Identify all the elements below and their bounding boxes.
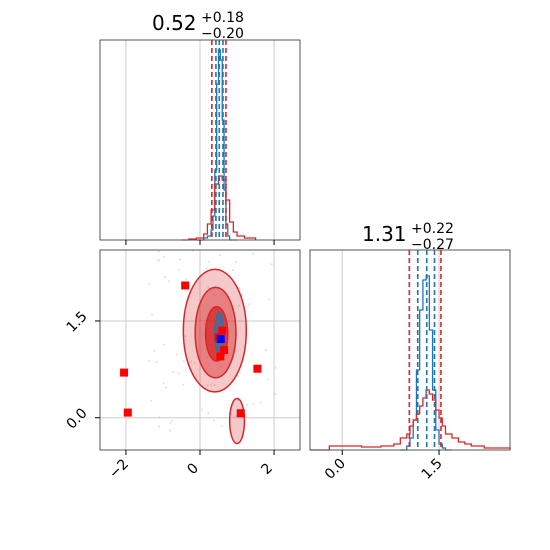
- bl-sample-point-7: [213, 384, 216, 387]
- bl-sample-point-38: [270, 263, 273, 266]
- bl-sample-point-25: [248, 303, 251, 306]
- bl-sample-point-67: [200, 408, 203, 411]
- bl-sample-point-62: [155, 360, 158, 363]
- bl-sample-point-77: [151, 313, 154, 316]
- title-param-1: 0.52 +0.18 −0.20: [152, 10, 244, 42]
- bl-marker-red-0: [181, 281, 190, 290]
- bl-sample-point-85: [265, 349, 268, 352]
- bl-ytick-label-0: 0.0: [64, 405, 91, 432]
- bl-sample-point-87: [252, 252, 255, 255]
- bl-sample-point-51: [266, 378, 269, 381]
- bl-sample-point-59: [259, 401, 262, 404]
- bl-sample-point-50: [163, 276, 166, 279]
- bl-xtick-label-2: 2: [258, 460, 276, 478]
- bl-sample-point-41: [190, 360, 193, 363]
- bl-sample-point-48: [207, 260, 210, 263]
- hist-panel-param-2: 0.0 1.5: [309, 249, 511, 483]
- bl-sample-point-74: [157, 259, 160, 262]
- bl-sample-point-60: [213, 419, 216, 422]
- bl-contour-red-tail-4: [228, 397, 246, 445]
- bl-sample-point-23: [209, 383, 212, 386]
- br-xtick-label-1: 1.5: [419, 456, 446, 483]
- title-1-sub: −0.20: [201, 26, 244, 42]
- bl-sample-point-32: [205, 267, 208, 270]
- bl-xtick-label-1: 0: [184, 460, 202, 478]
- bl-sample-point-6: [234, 414, 237, 417]
- bl-sample-point-52: [150, 399, 153, 402]
- bl-sample-point-63: [177, 372, 180, 375]
- bl-sample-point-43: [238, 286, 241, 289]
- bl-sample-point-8: [236, 399, 239, 402]
- contour-panel: −2 0 2 0.0 1.5: [64, 249, 301, 482]
- title-1-main: 0.52: [152, 11, 197, 35]
- bl-sample-point-5: [185, 278, 188, 281]
- bl-marker-red-8: [218, 326, 227, 335]
- bl-marker-red-1: [120, 368, 129, 377]
- bl-sample-point-54: [235, 261, 238, 264]
- bl-sample-point-45: [148, 360, 151, 363]
- bl-sample-point-42: [175, 353, 178, 356]
- bl-sample-point-14: [203, 323, 206, 326]
- bl-sample-point-1: [162, 382, 165, 385]
- title-2-sup: +0.22: [411, 221, 454, 237]
- bl-marker-red-5: [216, 352, 225, 361]
- bl-ytick-label-1: 1.5: [64, 309, 91, 336]
- bl-sample-point-66: [230, 412, 233, 415]
- bl-marker-red-3: [253, 364, 262, 373]
- bl-sample-point-56: [169, 422, 172, 425]
- bl-sample-point-81: [163, 255, 166, 258]
- bl-sample-point-78: [205, 356, 208, 359]
- bl-marker-red-4: [236, 409, 245, 418]
- title-1-sup: +0.18: [201, 10, 244, 26]
- bl-sample-point-89: [231, 269, 234, 272]
- br-frame: [309, 249, 511, 451]
- bl-sample-point-79: [219, 254, 222, 257]
- bl-sample-point-29: [237, 304, 240, 307]
- bl-sample-point-26: [165, 386, 168, 389]
- bl-sample-point-83: [268, 298, 271, 301]
- bl-sample-point-35: [246, 404, 249, 407]
- bl-sample-point-18: [220, 365, 223, 368]
- hist-panel-param-1: [99, 39, 301, 245]
- bl-sample-point-15: [236, 375, 239, 378]
- bl-sample-point-53: [241, 294, 244, 297]
- bl-sample-point-70: [207, 286, 210, 289]
- bl-marker-red-2: [123, 408, 132, 417]
- bl-sample-point-57: [158, 425, 161, 428]
- br-xtick-label-0: 0.0: [322, 456, 349, 483]
- title-param-2: 1.31 +0.22 −0.27: [362, 221, 454, 253]
- bl-sample-point-21: [157, 250, 160, 253]
- bl-sample-point-64: [252, 403, 255, 406]
- bl-sample-point-73: [182, 360, 185, 363]
- bl-marker-red-6: [220, 346, 229, 354]
- bl-sample-point-19: [167, 280, 170, 283]
- bl-sample-point-65: [169, 429, 172, 432]
- bl-sample-point-27: [207, 412, 210, 415]
- bl-sample-point-20: [194, 361, 197, 364]
- bl-xtick-label-0: −2: [106, 456, 132, 482]
- bl-sample-point-10: [170, 419, 173, 422]
- bl-sample-point-13: [274, 393, 277, 396]
- bl-sample-point-40: [221, 424, 224, 427]
- bl-sample-point-39: [246, 305, 249, 308]
- bl-sample-point-61: [184, 335, 187, 338]
- bl-sample-point-69: [148, 283, 151, 286]
- bl-sample-point-76: [171, 370, 174, 373]
- bl-sample-point-12: [163, 343, 166, 346]
- bl-sample-point-86: [213, 293, 216, 296]
- bl-sample-point-30: [274, 366, 277, 369]
- bl-sample-point-22: [178, 258, 181, 261]
- bl-sample-point-55: [177, 268, 180, 271]
- title-2-sub: −0.27: [411, 237, 454, 253]
- bl-marker-blue-0: [216, 335, 225, 344]
- bl-sample-point-28: [153, 349, 156, 352]
- title-2-main: 1.31: [362, 222, 407, 246]
- bl-sample-point-75: [158, 416, 161, 419]
- bl-sample-point-34: [182, 383, 185, 386]
- bl-sample-point-17: [206, 384, 209, 387]
